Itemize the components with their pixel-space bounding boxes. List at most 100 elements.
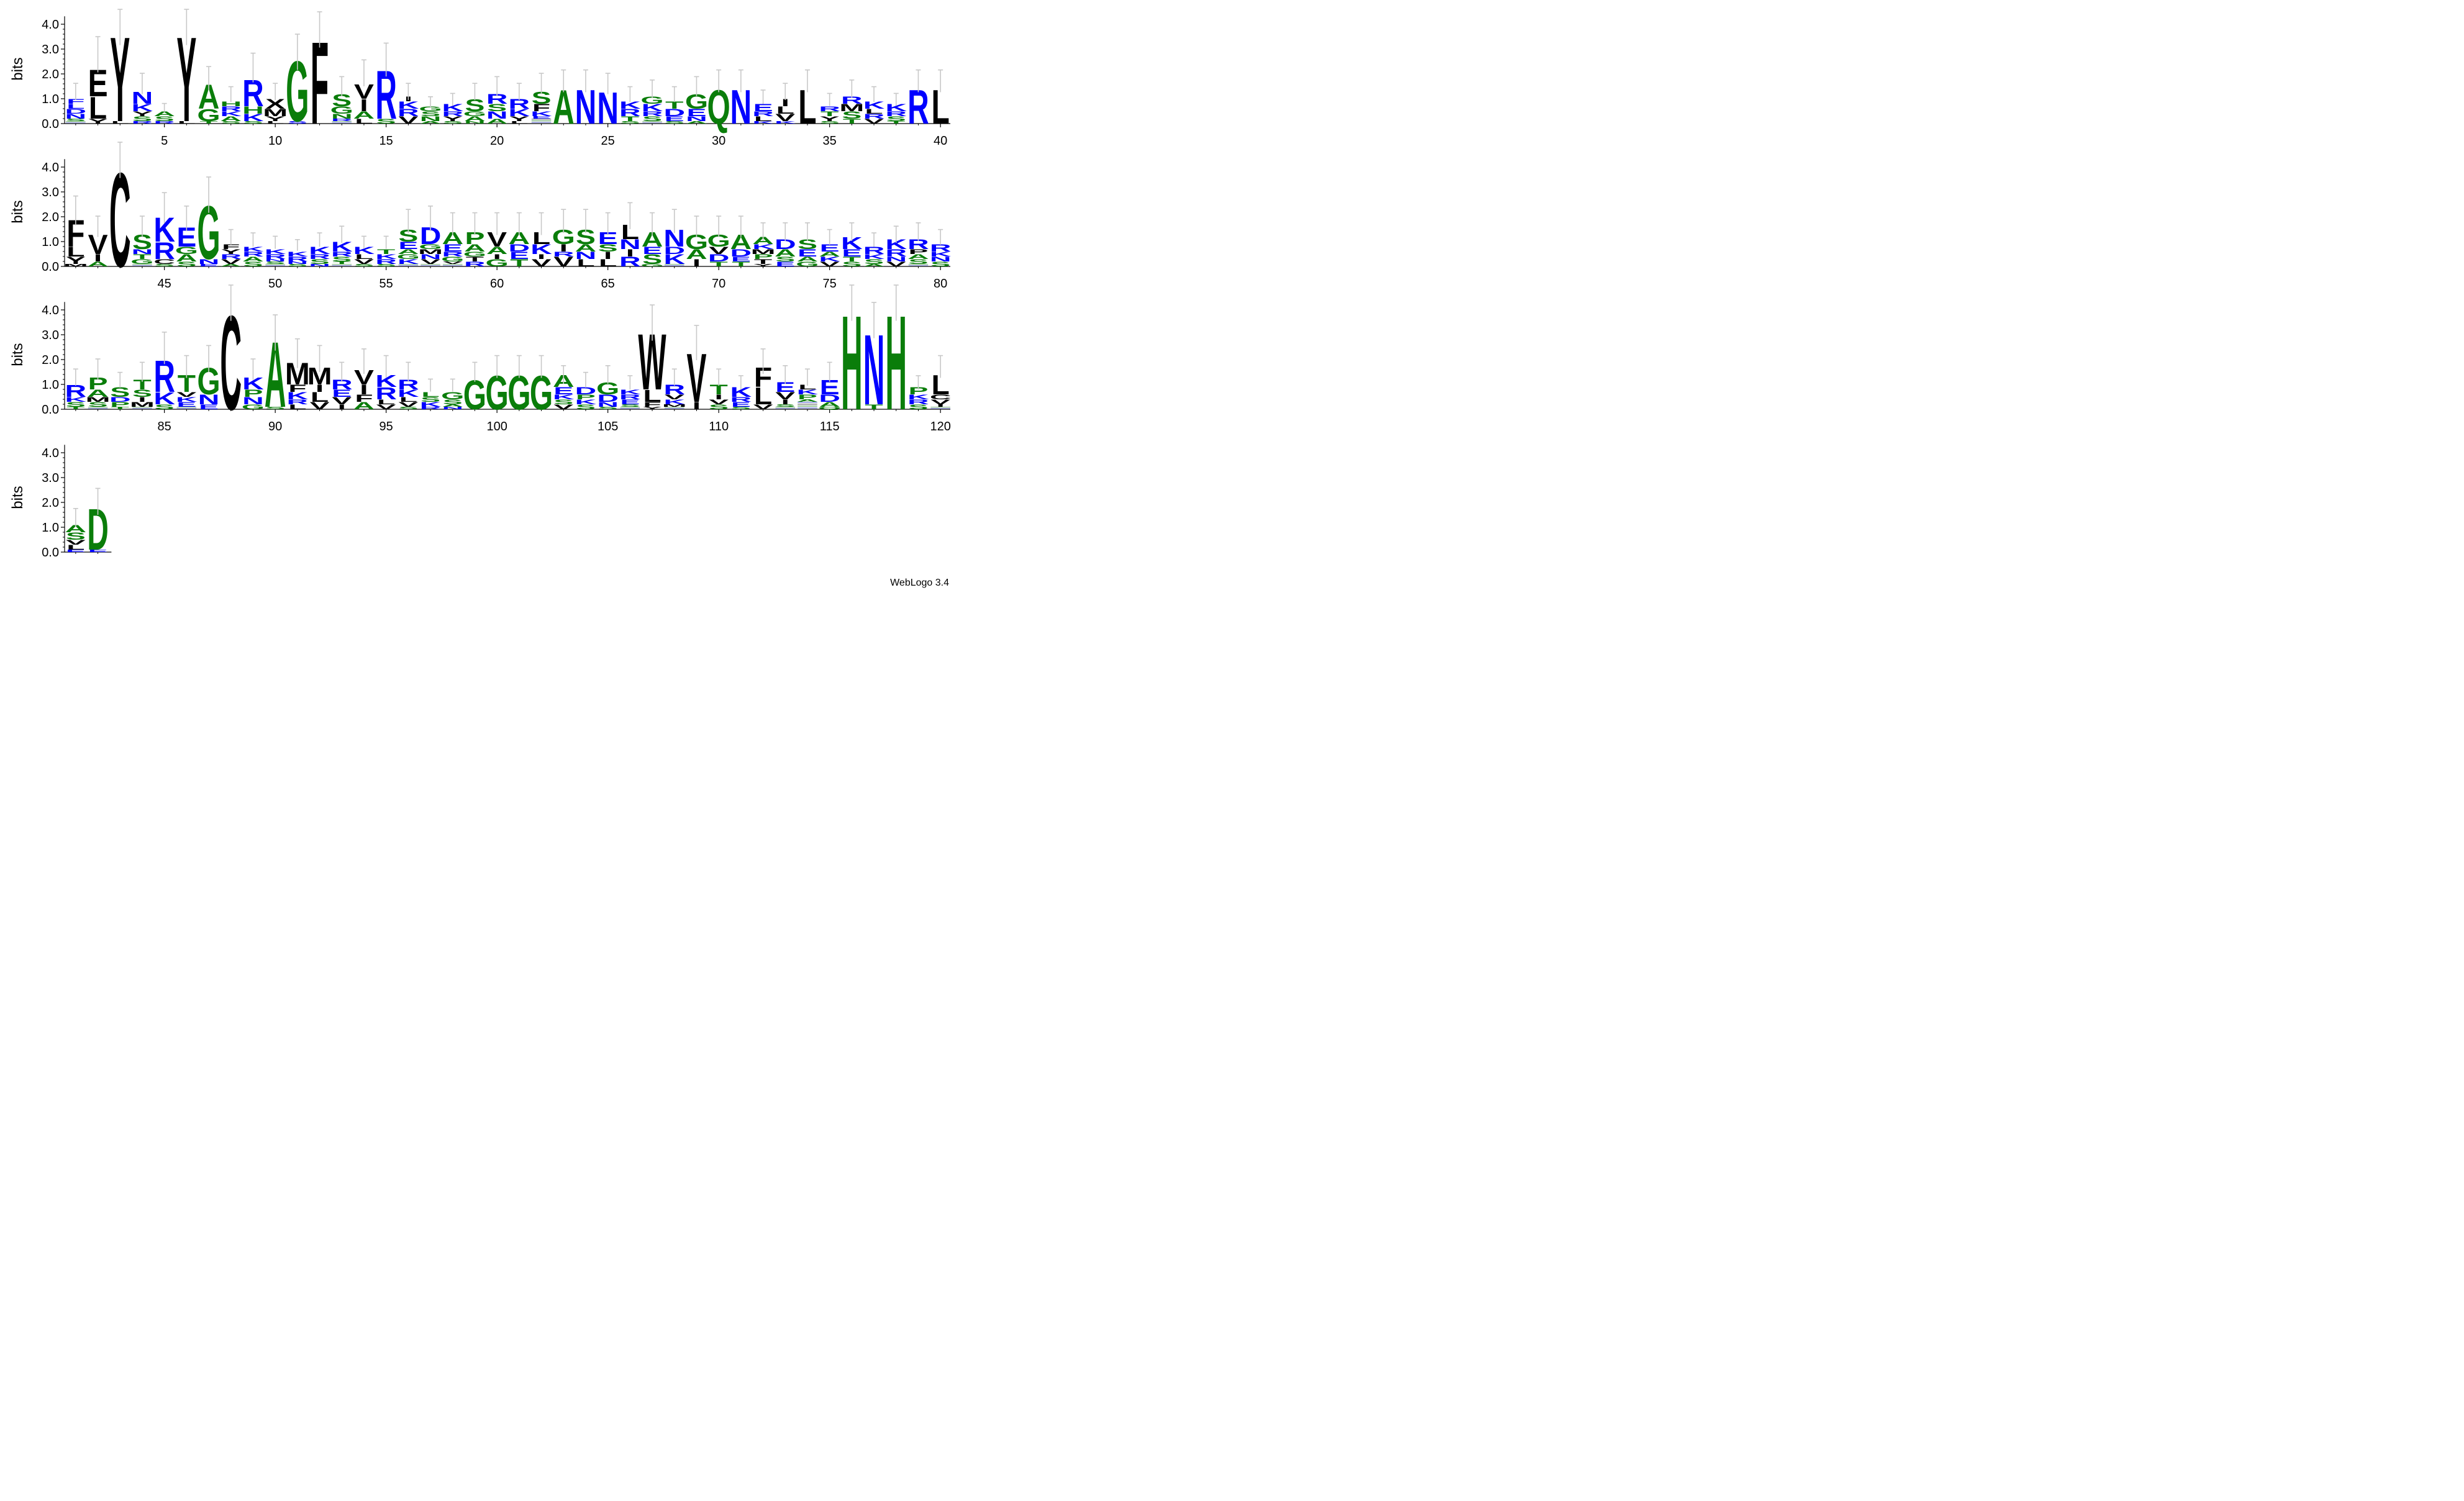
- residue-letter-s: S: [709, 403, 729, 410]
- residue-letter-y: Y: [132, 110, 152, 117]
- residue-letter-e: E: [443, 242, 463, 254]
- residue-letter-t: T: [199, 120, 218, 124]
- x-tick-label: 85: [158, 420, 171, 433]
- residue-letter-i: I: [693, 400, 701, 412]
- residue-letter-p: P: [753, 253, 773, 260]
- residue-letter-s: S: [620, 120, 640, 124]
- residue-letter-r: R: [375, 384, 397, 403]
- residue-letter-v: V: [775, 390, 795, 402]
- residue-letter-i: I: [316, 383, 324, 394]
- x-tick-label: 70: [712, 277, 725, 291]
- residue-letter-y: Y: [642, 406, 662, 410]
- residue-letter-i: I: [360, 382, 368, 397]
- residue-letter-e: E: [176, 401, 196, 408]
- residue-letter-g: G: [796, 260, 819, 268]
- x-tick-label: 45: [158, 277, 171, 291]
- residual-stripe: [132, 264, 152, 265]
- residue-letter-n: N: [930, 255, 952, 263]
- residual-stripe: [132, 265, 152, 266]
- residue-letter-t: T: [111, 406, 130, 410]
- residue-letter-s: S: [332, 255, 352, 263]
- residue-letter-k: K: [242, 112, 264, 124]
- residue-letter-k: K: [265, 248, 286, 255]
- x-tick-label: 105: [598, 420, 618, 433]
- residual-stripe: [332, 265, 352, 266]
- residue-letter-l: L: [754, 383, 772, 410]
- residue-letter-e: E: [199, 403, 219, 410]
- residue-letter-r: R: [464, 260, 486, 268]
- residue-letter-r: R: [885, 110, 907, 117]
- residue-letter-r: R: [153, 120, 175, 124]
- residue-letter-e: E: [642, 245, 662, 256]
- residue-letter-k: K: [885, 102, 907, 114]
- residue-letter-t: T: [754, 258, 772, 265]
- residue-letter-n: N: [265, 258, 286, 262]
- residue-letter-s: S: [132, 388, 152, 399]
- residue-letter-v: V: [775, 112, 795, 124]
- residue-letter-r: R: [730, 396, 752, 403]
- residual-stripe: [642, 122, 662, 124]
- y-axis-label: bits: [9, 343, 26, 366]
- residue-letter-m: M: [63, 263, 88, 267]
- residual-stripe: [332, 121, 352, 122]
- x-tick-label: 115: [820, 420, 840, 433]
- residue-letter-n: N: [420, 115, 442, 122]
- residue-letter-l: L: [865, 107, 883, 115]
- residue-letter-s: S: [421, 396, 440, 403]
- residue-letter-n: N: [486, 109, 508, 121]
- residue-letter-k: K: [619, 388, 641, 396]
- x-tick-label: 35: [823, 134, 837, 148]
- residue-letter-v: V: [753, 403, 773, 410]
- residue-letter-s: S: [265, 261, 285, 265]
- residue-letter-i: I: [604, 250, 612, 261]
- residue-letter-i: I: [94, 252, 102, 264]
- residue-letter-v: V: [820, 260, 840, 268]
- residue-letter-r: R: [331, 118, 353, 122]
- residue-letter-t: T: [510, 257, 528, 269]
- residue-letter-t: T: [843, 255, 861, 263]
- residue-letter-y: Y: [820, 115, 840, 122]
- residue-letter-l: L: [776, 104, 794, 116]
- x-tick-label: 75: [823, 277, 837, 291]
- residue-letter-t: T: [621, 115, 639, 122]
- residue-letter-y: Y: [88, 117, 108, 125]
- x-tick-label: 65: [601, 277, 615, 291]
- residue-letter-d: D: [65, 107, 87, 115]
- y-tick-label: 3.0: [42, 329, 59, 342]
- residue-letter-i: I: [360, 96, 368, 115]
- residue-letter-c: C: [930, 393, 952, 401]
- residue-letter-s: S: [842, 260, 861, 268]
- y-tick-label: 2.0: [42, 68, 59, 81]
- residue-letter-s: S: [443, 120, 463, 124]
- residual-stripe: [798, 407, 817, 409]
- residue-letter-k: K: [398, 258, 419, 265]
- residue-letter-g: G: [486, 257, 509, 269]
- residue-letter-v: V: [398, 401, 418, 408]
- residue-letter-e: E: [88, 549, 108, 553]
- residue-letter-t: T: [710, 260, 728, 268]
- residue-letter-n: N: [287, 261, 309, 265]
- x-tick-label: 100: [486, 420, 507, 433]
- residue-letter-k: K: [398, 388, 419, 399]
- x-tick-label: 40: [934, 134, 947, 148]
- residue-letter-l: L: [178, 120, 196, 124]
- residue-letter-v: V: [709, 245, 729, 256]
- residue-letter-l: L: [288, 403, 306, 410]
- residue-letter-s: S: [243, 120, 263, 124]
- x-tick-label: 95: [380, 420, 393, 433]
- residue-letter-s: S: [221, 120, 241, 124]
- residue-letter-i: I: [936, 404, 944, 407]
- residual-stripe: [642, 121, 662, 122]
- residue-letter-p: P: [908, 248, 928, 255]
- x-tick-label: 25: [601, 134, 615, 148]
- residue-letter-r: R: [287, 255, 309, 263]
- residue-letter-v: V: [332, 395, 352, 407]
- y-tick-label: 0.0: [42, 403, 59, 417]
- residue-letter-s: S: [553, 398, 573, 406]
- residue-letter-d: D: [663, 107, 685, 119]
- residue-letter-r: R: [398, 107, 419, 119]
- weblogo-credit: WebLogo 3.4: [890, 578, 949, 588]
- residue-letter-v: V: [443, 261, 463, 265]
- residue-letter-m: M: [662, 404, 687, 407]
- residue-letter-k: K: [752, 120, 774, 124]
